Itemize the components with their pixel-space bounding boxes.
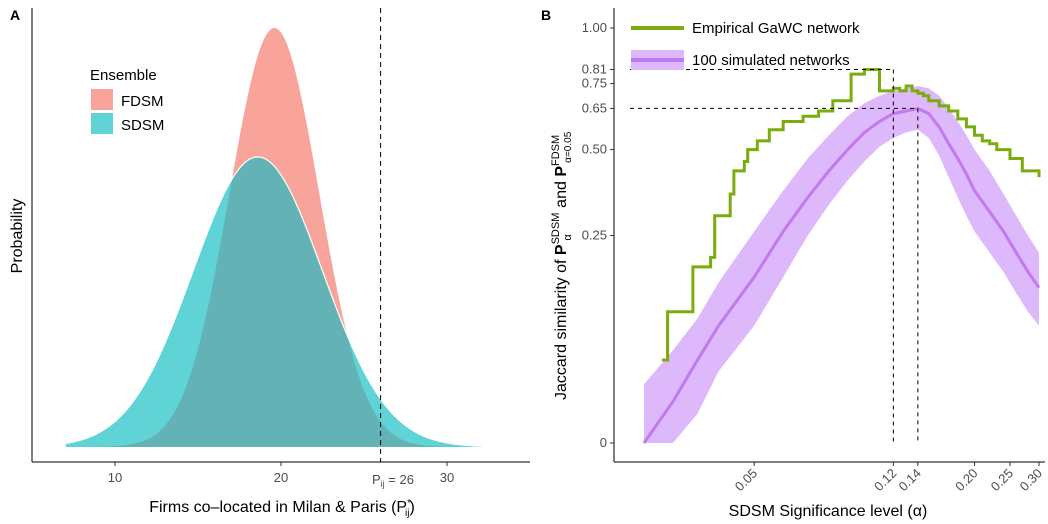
- x-axis-title: SDSM Significance level (α): [729, 503, 928, 520]
- x-tick-label: 20: [274, 470, 288, 485]
- legend-label-fdsm: FDSM: [121, 93, 164, 110]
- x-axis-ticks: 0.05 0.120.14 0.20 0.25 0.30: [732, 462, 1045, 494]
- panel-b-label: B: [541, 7, 551, 23]
- legend-swatch-sdsm: [91, 113, 113, 134]
- x-tick-label: 0.14: [895, 466, 924, 495]
- y-tick-label: 0.50: [582, 142, 607, 157]
- panel-b: B 0 0.25 0.50 0.65 0.750.81 1.00 0.05 0.120.14…: [541, 7, 1045, 520]
- legend-swatch-fdsm: [91, 89, 113, 110]
- legend-label-empirical: Empirical GaWC network: [692, 20, 860, 37]
- x-tick-label: 0.05: [732, 466, 761, 495]
- y-axis-title: Probability: [9, 199, 26, 274]
- x-tick-label: 0.30: [1017, 466, 1046, 495]
- y-axis-ticks: 0 0.25 0.50 0.65 0.750.81 1.00: [582, 20, 614, 450]
- legend: Empirical GaWC network 100 simulated net…: [631, 20, 860, 70]
- y-tick-label: 0.65: [582, 100, 607, 115]
- y-tick-label: 0: [600, 435, 607, 450]
- y-tick-label: 0.81: [582, 62, 607, 77]
- density-areas: [64, 8, 497, 462]
- vline-label: Pij = 26: [372, 472, 414, 489]
- x-tick-label: 0.25: [988, 466, 1017, 495]
- legend-label-sdsm: SDSM: [121, 117, 164, 134]
- legend: Ensemble FDSM SDSM: [90, 67, 164, 134]
- simulated-band: [644, 86, 1039, 443]
- y-tick-label: 1.00: [582, 20, 607, 35]
- empirical-line: [662, 68, 1041, 362]
- density-area-overlap: [65, 156, 497, 448]
- simulated-mean-line: [642, 106, 1041, 444]
- y-tick-label: 0.75: [582, 76, 607, 91]
- simulated-ci-band: [644, 86, 1039, 443]
- x-tick-label: 30: [440, 470, 454, 485]
- sdsm-outline: [64, 156, 497, 448]
- x-axis-ticks: 10 20 30: [108, 462, 454, 485]
- x-axis-title: Firms co–located in Milan & Paris (P* ij): [149, 498, 415, 519]
- x-tick-label: 0.20: [952, 466, 981, 495]
- legend-label-simulated: 100 simulated networks: [692, 52, 850, 69]
- y-axis-title: Jaccard similarity of PSDSMα and PFDSMα=…: [550, 131, 574, 400]
- x-tick-label: 10: [108, 470, 122, 485]
- series-lines: [642, 68, 1041, 444]
- x-tick-label: 0.12: [871, 466, 900, 495]
- panel-a-label: A: [10, 7, 20, 23]
- panel-a: A 10 20 30 Pij = 26 Firms co–located in Mi…: [9, 7, 530, 519]
- y-tick-label: 0.25: [582, 228, 607, 243]
- legend-title: Ensemble: [90, 67, 157, 84]
